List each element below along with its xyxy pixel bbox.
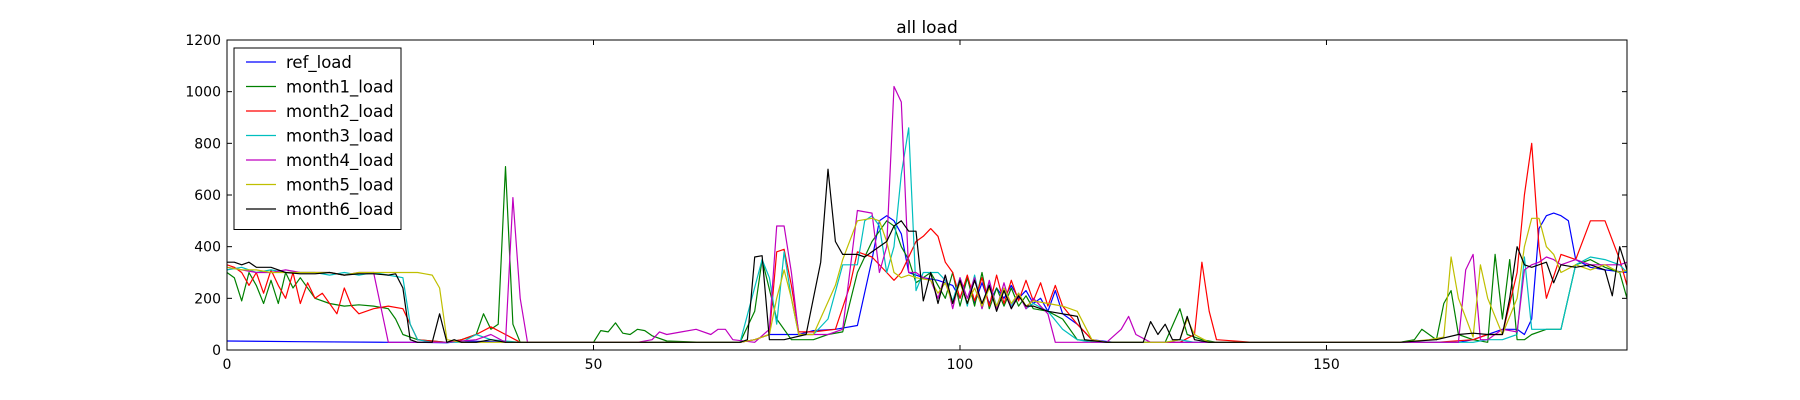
series-line-month6_load xyxy=(227,168,1627,343)
plot-background xyxy=(227,40,1627,350)
x-tick-label: 50 xyxy=(585,357,603,373)
x-tick-label: 100 xyxy=(947,357,974,373)
series-line-month4_load xyxy=(227,85,1627,343)
y-tick-label: 400 xyxy=(194,240,221,256)
legend: ref_load month1_load month2_load month3_loa… xyxy=(233,47,402,230)
y-tick-label: 800 xyxy=(194,136,221,152)
legend-label-ref_load: ref_load xyxy=(286,53,352,73)
x-tick-label: 150 xyxy=(1313,357,1340,373)
y-tick-label: 1200 xyxy=(185,33,221,49)
legend-label-month1_load: month1_load xyxy=(286,78,394,98)
legend-label-month6_load: month6_load xyxy=(286,200,394,220)
legend-label-month2_load: month2_load xyxy=(286,102,394,122)
y-tick-label: 600 xyxy=(194,188,221,204)
legend-label-month5_load: month5_load xyxy=(286,176,394,196)
y-tick-label: 1000 xyxy=(185,85,221,101)
legend-label-month3_load: month3_load xyxy=(286,127,394,147)
y-tick-label: 0 xyxy=(212,343,221,359)
axes-layer: 0 50 100 150 0 200 400 600 800 1000 1200 xyxy=(185,33,1628,373)
series-layer xyxy=(227,85,1627,344)
series-line-month1_load xyxy=(227,166,1627,343)
x-tick-label: 0 xyxy=(223,357,232,373)
plot-area xyxy=(227,40,1627,350)
legend-box xyxy=(233,47,402,230)
chart-title: all load xyxy=(896,18,958,38)
legend-label-month4_load: month4_load xyxy=(286,151,394,171)
y-tick-label: 200 xyxy=(194,291,221,307)
